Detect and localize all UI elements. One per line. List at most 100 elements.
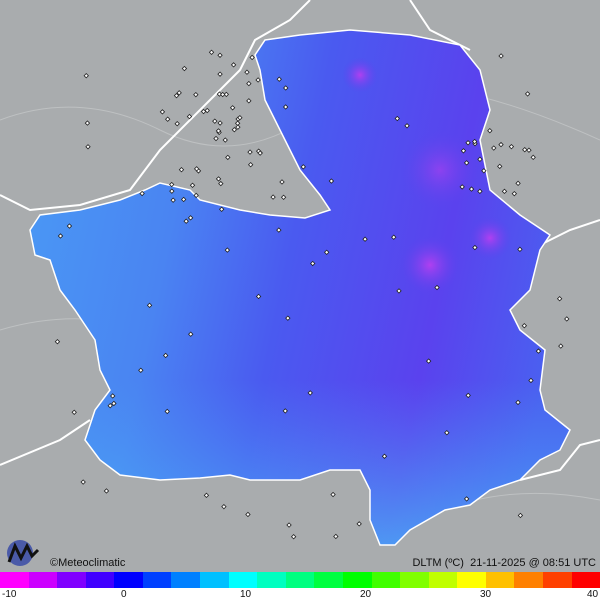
station-marker[interactable] — [220, 91, 226, 98]
station-marker[interactable] — [247, 162, 254, 168]
station-marker[interactable] — [444, 430, 450, 436]
station-marker[interactable] — [515, 180, 521, 187]
station-marker[interactable] — [217, 120, 223, 126]
station-marker[interactable] — [178, 167, 185, 173]
station-marker[interactable] — [477, 156, 483, 162]
station-marker[interactable] — [212, 118, 218, 124]
station-marker[interactable] — [465, 140, 471, 146]
station-marker[interactable] — [246, 80, 252, 87]
station-marker[interactable] — [477, 188, 483, 195]
station-marker[interactable] — [83, 73, 89, 79]
station-marker[interactable] — [425, 358, 432, 364]
station-marker[interactable] — [230, 62, 237, 68]
station-marker[interactable] — [522, 147, 528, 153]
station-marker[interactable] — [222, 137, 228, 143]
station-marker[interactable] — [146, 302, 153, 309]
station-marker[interactable] — [286, 522, 292, 528]
station-marker[interactable] — [244, 69, 250, 75]
station-marker[interactable] — [225, 154, 231, 161]
station-marker[interactable] — [465, 392, 471, 399]
station-marker[interactable] — [517, 512, 524, 519]
station-marker[interactable] — [71, 409, 77, 415]
station-marker[interactable] — [270, 194, 276, 200]
station-marker[interactable] — [174, 121, 180, 127]
station-marker[interactable] — [255, 293, 262, 300]
station-marker[interactable] — [460, 148, 467, 154]
station-marker[interactable] — [193, 166, 200, 172]
station-marker[interactable] — [110, 393, 116, 399]
station-marker[interactable] — [223, 91, 229, 98]
station-marker[interactable] — [215, 128, 222, 134]
station-marker[interactable] — [139, 190, 145, 197]
station-marker[interactable] — [381, 453, 388, 459]
station-marker[interactable] — [283, 85, 289, 91]
station-marker[interactable] — [524, 91, 531, 97]
station-marker[interactable] — [468, 186, 475, 192]
station-marker[interactable] — [463, 160, 470, 166]
station-marker[interactable] — [170, 197, 176, 203]
station-marker[interactable] — [300, 164, 306, 170]
station-marker[interactable] — [189, 182, 196, 188]
station-marker[interactable] — [282, 408, 288, 414]
station-marker[interactable] — [481, 168, 487, 174]
station-marker[interactable] — [107, 403, 113, 409]
station-marker[interactable] — [221, 503, 227, 510]
station-marker[interactable] — [245, 511, 251, 518]
station-marker[interactable] — [162, 352, 169, 359]
station-marker[interactable] — [515, 399, 521, 406]
station-marker[interactable] — [404, 123, 410, 129]
station-marker[interactable] — [491, 145, 497, 151]
station-marker[interactable] — [169, 188, 175, 194]
station-marker[interactable] — [307, 390, 313, 396]
station-marker[interactable] — [84, 120, 91, 126]
station-marker[interactable] — [203, 492, 210, 499]
station-marker[interactable] — [487, 128, 493, 134]
station-marker[interactable] — [164, 408, 170, 415]
station-marker[interactable] — [249, 54, 255, 61]
station-marker[interactable] — [521, 323, 528, 329]
station-marker[interactable] — [362, 236, 368, 242]
station-marker[interactable] — [472, 244, 478, 251]
station-marker[interactable] — [54, 339, 61, 345]
station-marker[interactable] — [173, 92, 180, 99]
station-marker[interactable] — [165, 116, 171, 122]
station-marker[interactable] — [224, 247, 231, 253]
station-marker[interactable] — [138, 367, 144, 373]
station-marker[interactable] — [181, 65, 188, 72]
station-marker[interactable] — [276, 227, 282, 233]
station-marker[interactable] — [247, 149, 253, 155]
station-marker[interactable] — [282, 104, 289, 110]
station-marker[interactable] — [186, 113, 193, 120]
station-marker[interactable] — [217, 52, 223, 58]
station-marker[interactable] — [180, 196, 187, 203]
station-marker[interactable] — [183, 218, 189, 224]
station-marker[interactable] — [528, 377, 534, 384]
station-marker[interactable] — [530, 154, 536, 161]
station-marker[interactable] — [208, 49, 215, 55]
station-marker[interactable] — [193, 91, 199, 98]
station-marker[interactable] — [498, 141, 504, 148]
station-marker[interactable] — [215, 176, 222, 182]
station-marker[interactable] — [213, 135, 219, 142]
station-marker[interactable] — [564, 316, 570, 322]
station-marker[interactable] — [459, 184, 465, 190]
station-marker[interactable] — [310, 260, 316, 267]
temperature-map[interactable] — [0, 0, 600, 572]
station-marker[interactable] — [328, 178, 335, 184]
station-marker[interactable] — [434, 284, 440, 291]
station-marker[interactable] — [176, 90, 182, 96]
station-marker[interactable] — [497, 163, 503, 170]
station-marker[interactable] — [255, 77, 261, 83]
station-marker[interactable] — [501, 188, 508, 195]
station-marker[interactable] — [218, 180, 224, 187]
station-marker[interactable] — [187, 215, 194, 221]
station-marker[interactable] — [526, 147, 532, 153]
station-marker[interactable] — [556, 296, 563, 302]
station-marker[interactable] — [246, 98, 252, 104]
station-marker[interactable] — [511, 190, 518, 197]
station-marker[interactable] — [200, 108, 207, 115]
station-marker[interactable] — [234, 120, 241, 126]
station-marker[interactable] — [498, 53, 504, 59]
station-marker[interactable] — [103, 488, 110, 494]
station-marker[interactable] — [394, 115, 400, 122]
